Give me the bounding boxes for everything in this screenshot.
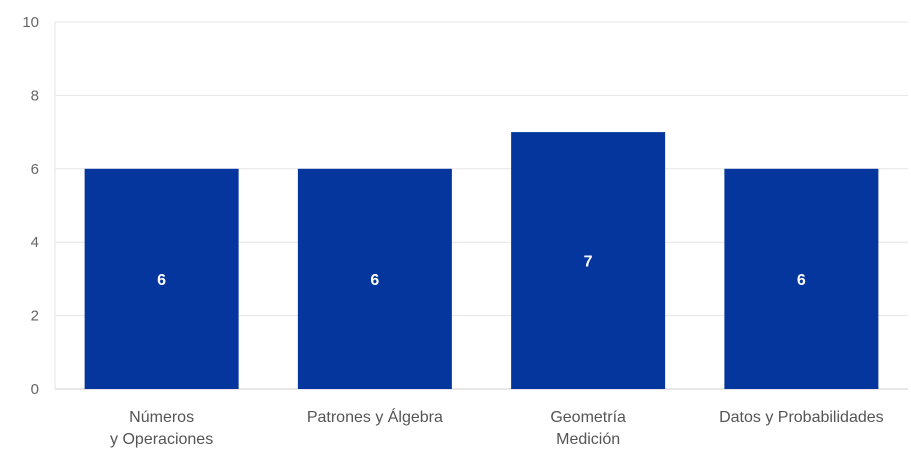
- y-tick-label: 4: [31, 234, 39, 251]
- y-tick-label: 0: [31, 381, 39, 398]
- bar: [84, 168, 239, 389]
- bar: [724, 168, 879, 389]
- x-axis-categories: Números y Operaciones Patrones y Álgebra Ge…: [110, 407, 884, 448]
- data-label: 6: [157, 272, 166, 289]
- y-tick-label: 6: [31, 161, 39, 178]
- category-label-line: Geometría: [550, 409, 626, 426]
- bar: [297, 168, 452, 389]
- bar: [511, 132, 666, 389]
- data-labels: 6 6 7 6: [157, 254, 806, 289]
- y-tick-label: 2: [31, 308, 39, 325]
- data-label: 6: [370, 272, 379, 289]
- category-label: Números y Operaciones: [110, 409, 213, 448]
- category-label-line: Patrones y Álgebra: [307, 407, 443, 426]
- category-label: Datos y Probabilidades: [719, 409, 884, 426]
- category-label: Geometría Medición: [550, 409, 626, 448]
- data-label: 7: [584, 254, 593, 271]
- category-label-line: Medición: [556, 431, 620, 448]
- y-axis-ticks: 0 2 4 6 8 10: [22, 14, 39, 398]
- category-label: Patrones y Álgebra: [307, 407, 443, 426]
- y-tick-label: 8: [31, 87, 39, 104]
- category-label-line: y Operaciones: [110, 431, 213, 448]
- bars: [84, 132, 879, 389]
- category-label-line: Números: [129, 409, 194, 426]
- y-tick-label: 10: [22, 14, 39, 31]
- category-label-line: Datos y Probabilidades: [719, 409, 884, 426]
- data-label: 6: [797, 272, 806, 289]
